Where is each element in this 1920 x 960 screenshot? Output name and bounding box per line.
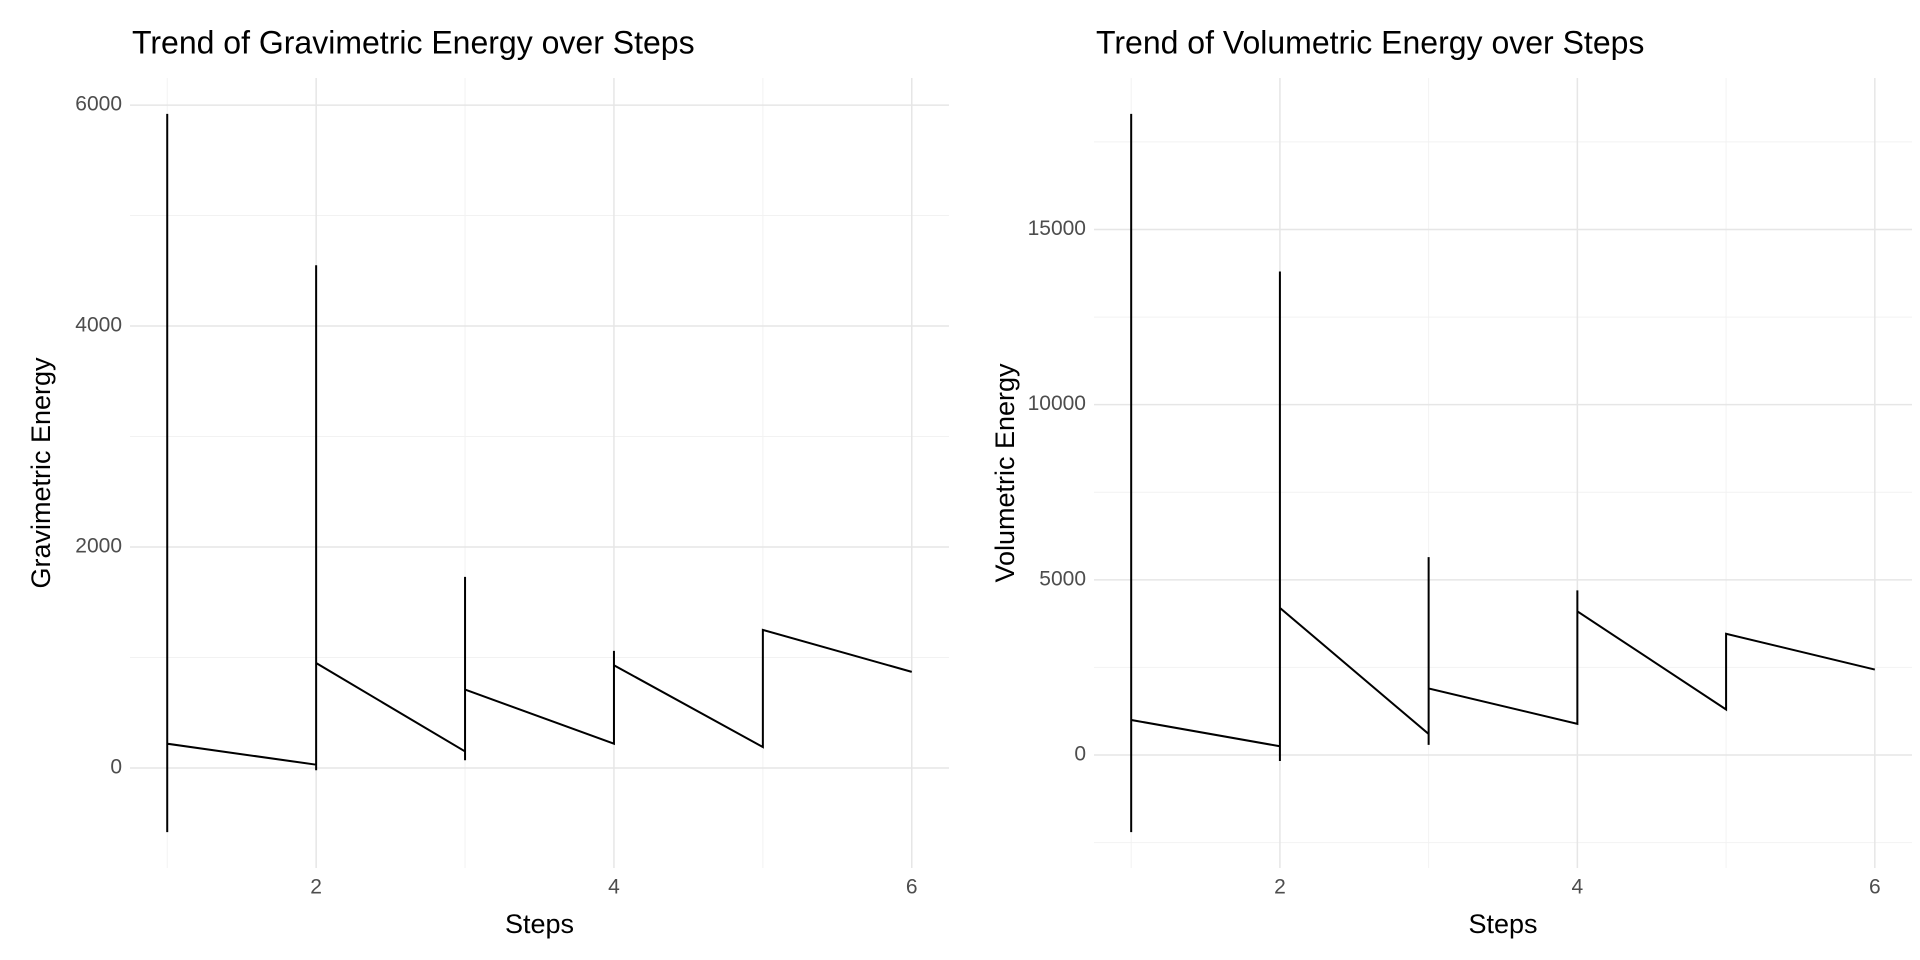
y-tick-label: 0	[1074, 743, 1086, 766]
y-tick-label: 6000	[75, 93, 122, 116]
y-tick-label: 5000	[1039, 567, 1086, 590]
line	[166, 113, 913, 833]
y-tick-label: 2000	[75, 535, 122, 558]
line	[1130, 113, 1876, 833]
x-tick-label: 6	[906, 876, 918, 899]
x-tick-label: 2	[310, 876, 322, 899]
x-axis-label: Steps	[505, 909, 574, 939]
x-tick-label: 4	[608, 876, 620, 899]
y-tick-label: 0	[110, 756, 122, 779]
chart-title: Trend of Volumetric Energy over Steps	[1096, 24, 1644, 60]
y-tick-label: 15000	[1028, 217, 1086, 240]
y-axis-label: Volumetric Energy	[990, 363, 1020, 583]
y-tick-label: 10000	[1028, 392, 1086, 415]
x-tick-label: 6	[1869, 876, 1881, 899]
x-tick-label: 2	[1274, 876, 1286, 899]
x-axis-label: Steps	[1468, 909, 1537, 939]
y-tick-label: 4000	[75, 314, 122, 337]
y-axis-label: Gravimetric Energy	[26, 357, 56, 589]
x-tick-label: 4	[1572, 876, 1584, 899]
chart-title: Trend of Gravimetric Energy over Steps	[132, 24, 695, 60]
